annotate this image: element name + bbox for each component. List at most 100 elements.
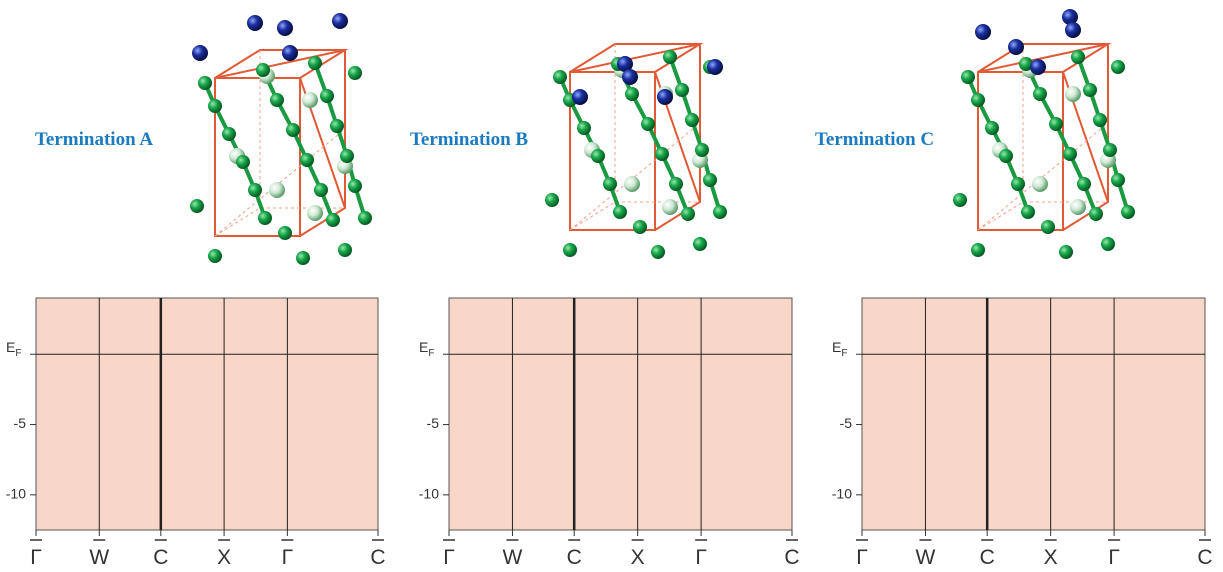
atom bbox=[703, 173, 717, 187]
atom bbox=[999, 149, 1013, 163]
label-main: E bbox=[6, 339, 15, 355]
atom bbox=[1111, 60, 1125, 74]
atom bbox=[258, 211, 272, 225]
figure: Termination AEF-5-10ΓWCXΓCTermination BE… bbox=[0, 0, 1223, 572]
y-tick-label: -5 bbox=[427, 415, 440, 431]
atom bbox=[971, 243, 985, 257]
atom bbox=[1101, 237, 1115, 251]
atom bbox=[348, 179, 362, 193]
atom bbox=[1030, 59, 1046, 75]
atom bbox=[236, 155, 250, 169]
y-tick-label: EF bbox=[419, 339, 434, 359]
atom bbox=[693, 237, 707, 251]
atom bbox=[247, 15, 263, 31]
atom bbox=[1065, 86, 1081, 102]
x-tick-label: C bbox=[370, 546, 385, 569]
atom bbox=[332, 13, 348, 29]
x-tick-label: C bbox=[1197, 546, 1212, 569]
x-tick-label: Γ bbox=[695, 546, 707, 569]
atom bbox=[1065, 22, 1081, 38]
atom bbox=[657, 89, 673, 105]
atom bbox=[222, 127, 236, 141]
atom bbox=[633, 220, 647, 234]
x-tick-label: Γ bbox=[443, 546, 455, 569]
projected-bands bbox=[449, 298, 792, 530]
atom bbox=[663, 50, 677, 64]
y-tick-label: -5 bbox=[840, 415, 853, 431]
atom bbox=[190, 199, 204, 213]
atom bbox=[695, 143, 709, 157]
atom bbox=[340, 149, 354, 163]
atom bbox=[975, 24, 991, 40]
atom bbox=[641, 117, 655, 131]
atom bbox=[1089, 207, 1103, 221]
x-tick-label: Γ bbox=[856, 546, 868, 569]
atom bbox=[577, 121, 591, 135]
atom bbox=[308, 56, 322, 70]
atom bbox=[591, 149, 605, 163]
projected-bands bbox=[36, 298, 378, 530]
y-tick-label: -5 bbox=[14, 415, 27, 431]
x-tick-label: Γ bbox=[1108, 546, 1120, 569]
atom bbox=[961, 70, 975, 84]
atom bbox=[681, 207, 695, 221]
crystal-structure bbox=[545, 44, 727, 259]
x-tick-label: X bbox=[217, 546, 231, 569]
atom bbox=[971, 93, 985, 107]
atom bbox=[1093, 113, 1107, 127]
x-tick-label: C bbox=[153, 546, 168, 569]
x-tick-label: W bbox=[916, 546, 936, 569]
atom bbox=[545, 193, 559, 207]
atom bbox=[307, 205, 323, 221]
atom bbox=[563, 243, 577, 257]
atom bbox=[613, 205, 627, 219]
atom bbox=[651, 245, 665, 259]
atom bbox=[1049, 117, 1063, 131]
atom bbox=[314, 183, 328, 197]
atom bbox=[296, 251, 310, 265]
atom bbox=[603, 177, 617, 191]
atom bbox=[1071, 50, 1085, 64]
atom bbox=[1033, 87, 1047, 101]
atom bbox=[192, 45, 208, 61]
atom bbox=[198, 76, 212, 90]
label-sub: F bbox=[428, 348, 434, 359]
atom bbox=[1103, 143, 1117, 157]
x-tick-label: Γ bbox=[30, 546, 42, 569]
atom bbox=[1063, 147, 1077, 161]
atom bbox=[1083, 83, 1097, 97]
label-sub: F bbox=[841, 348, 847, 359]
atom bbox=[330, 119, 344, 133]
atom bbox=[1041, 220, 1055, 234]
atom bbox=[624, 176, 640, 192]
y-tick-label: -10 bbox=[832, 486, 852, 502]
atom bbox=[572, 89, 588, 105]
atom bbox=[669, 177, 683, 191]
y-tick-label: -10 bbox=[6, 486, 26, 502]
atom bbox=[278, 226, 292, 240]
atom bbox=[1059, 245, 1073, 259]
atom bbox=[1008, 39, 1024, 55]
atom bbox=[326, 213, 340, 227]
crystal-structure bbox=[953, 9, 1135, 259]
x-tick-label: C bbox=[784, 546, 799, 569]
atom bbox=[1011, 177, 1025, 191]
termination-label: Termination A bbox=[35, 129, 153, 150]
termination-label: Termination B bbox=[410, 129, 528, 150]
y-tick-label: -10 bbox=[419, 486, 439, 502]
atom bbox=[208, 249, 222, 263]
atom bbox=[685, 113, 699, 127]
atom bbox=[277, 20, 293, 36]
atom bbox=[256, 63, 270, 77]
atom bbox=[208, 99, 222, 113]
atom bbox=[707, 59, 723, 75]
crystal-structure bbox=[190, 13, 372, 265]
atom bbox=[286, 123, 300, 137]
atom bbox=[1077, 177, 1091, 191]
termination-label: Termination C bbox=[815, 129, 934, 150]
x-tick-label: W bbox=[503, 546, 523, 569]
atom bbox=[985, 121, 999, 135]
atom bbox=[348, 66, 362, 80]
